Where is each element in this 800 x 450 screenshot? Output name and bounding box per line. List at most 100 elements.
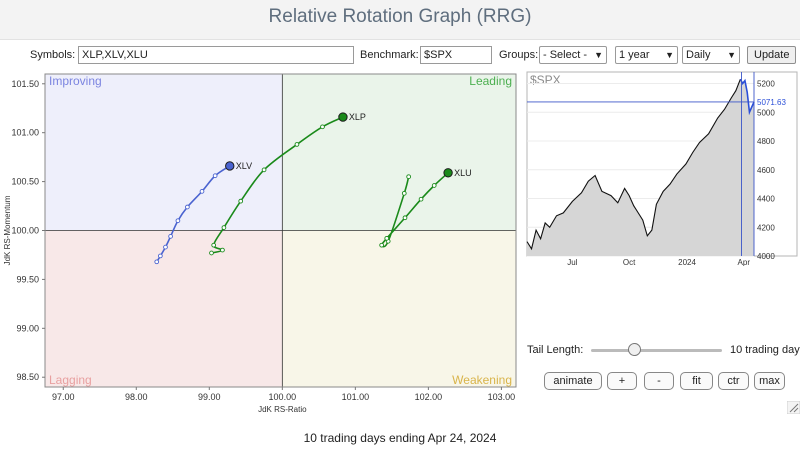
chevron-down-icon: ▼ xyxy=(727,50,736,60)
tail-point-xlu xyxy=(401,190,407,196)
period-select[interactable]: 1 year ▼ xyxy=(615,46,678,64)
y-tick-label: 101.00 xyxy=(11,128,39,138)
quadrant-improving xyxy=(45,74,283,231)
benchmark-input[interactable]: $SPX xyxy=(420,46,492,64)
quadrant-label-weakening: Weakening xyxy=(452,373,512,387)
quadrant-lagging xyxy=(45,230,283,387)
x-tick-label: 100.00 xyxy=(269,392,297,402)
chevron-down-icon: ▼ xyxy=(594,50,603,60)
tail-point-xlu xyxy=(384,235,390,241)
symbols-label: Symbols: xyxy=(30,49,76,61)
benchmark-x-tick-label: 2024 xyxy=(678,258,696,266)
tail-length-label: Tail Length: xyxy=(527,344,584,356)
footer-caption: 10 trading days ending Apr 24, 2024 xyxy=(303,431,497,445)
frequency-select[interactable]: Daily ▼ xyxy=(682,46,740,64)
fit-button[interactable]: fit xyxy=(680,372,713,390)
rrg-series-layer: XLV XLP XLU xyxy=(154,112,472,265)
tail-point-xlv xyxy=(163,244,168,250)
groups-label: Groups: xyxy=(499,49,539,61)
tail-point-xlp xyxy=(320,124,325,130)
benchmark-price-tail xyxy=(739,78,755,116)
symbols-input[interactable]: XLP,XLV,XLU xyxy=(78,46,354,64)
quadrant-weakening xyxy=(282,230,516,387)
x-axis-label: JdK RS-Ratio xyxy=(258,405,307,414)
benchmark-x-tick-label: Jul xyxy=(567,258,577,266)
tail-point-xlu xyxy=(402,215,408,221)
zoom-out-button[interactable]: - xyxy=(644,372,674,390)
x-tick-label: 103.00 xyxy=(488,392,516,402)
benchmark-y-tick-label: 4600 xyxy=(757,166,775,175)
y-tick-label: 100.50 xyxy=(11,177,39,187)
benchmark-y-tick-label: 5000 xyxy=(757,108,775,117)
benchmark-y-tick-label: 5200 xyxy=(757,80,775,89)
y-tick-label: 99.00 xyxy=(16,323,39,333)
benchmark-y-tick-label: 4400 xyxy=(757,195,775,204)
tail-point-xlp xyxy=(294,142,300,147)
tail-point-xlp xyxy=(261,167,267,173)
groups-select-value: - Select - xyxy=(543,49,588,61)
head-marker-xlv[interactable] xyxy=(225,161,235,171)
benchmark-x-tick-label: Apr xyxy=(738,258,751,266)
benchmark-price-area xyxy=(527,79,754,256)
max-button[interactable]: max xyxy=(754,372,785,390)
chevron-down-icon: ▼ xyxy=(665,50,674,60)
head-marker-xlu[interactable] xyxy=(443,168,453,178)
page-header: Relative Rotation Graph (RRG) xyxy=(0,0,800,40)
tail-point-xlu xyxy=(431,183,437,188)
head-marker-xlp[interactable] xyxy=(338,112,348,122)
benchmark-x-tick-label: Oct xyxy=(623,258,636,266)
series-label-xlp: XLP xyxy=(349,112,366,122)
tail-point-xlu xyxy=(406,174,412,180)
tail-point-xlv xyxy=(158,253,163,259)
y-tick-label: 98.50 xyxy=(16,372,39,382)
benchmark-x-ticks: Jul Oct 2024 Apr xyxy=(567,258,750,266)
benchmark-label: Benchmark: xyxy=(360,49,419,61)
tail-length-control: Tail Length: 10 trading days xyxy=(527,343,800,359)
benchmark-y-tick-label: 4800 xyxy=(757,137,775,146)
zoom-in-button[interactable]: + xyxy=(607,372,637,390)
tail-point-xlv xyxy=(185,204,190,210)
resize-icon[interactable] xyxy=(787,401,800,414)
x-tick-label: 99.00 xyxy=(198,392,221,402)
x-axis-ticks: 97.00 98.00 99.00 100.00 101.00 102.00 103.00 xyxy=(52,387,515,402)
center-button[interactable]: ctr xyxy=(718,372,749,390)
animate-button[interactable]: animate xyxy=(544,372,602,390)
benchmark-y-ticks: 4000 4200 4400 4600 4800 5000 5200 xyxy=(757,80,775,262)
tail-point-xlu xyxy=(418,196,424,202)
x-tick-label: 98.00 xyxy=(125,392,148,402)
tail-length-slider-handle[interactable] xyxy=(628,343,641,356)
benchmark-y-tick-label: 4000 xyxy=(757,252,775,261)
tail-point-xlv xyxy=(212,173,218,179)
frequency-select-value: Daily xyxy=(686,49,711,61)
y-tick-label: 101.50 xyxy=(11,79,39,89)
period-select-value: 1 year xyxy=(619,49,650,61)
benchmark-price-chart: $SPX 4000 4200 4400 4600 4800 5000 5200 Jul Oct… xyxy=(526,71,798,266)
rrg-chart[interactable]: Improving Leading Lagging Weakening 97.0… xyxy=(0,70,520,415)
tail-point-xlv xyxy=(199,189,205,194)
quadrant-label-lagging: Lagging xyxy=(49,373,92,387)
tail-point-xlp xyxy=(221,225,227,230)
y-tick-label: 100.00 xyxy=(11,226,39,236)
tail-point-xlv xyxy=(154,259,160,265)
tail-point-xlv xyxy=(168,234,173,239)
tail-point-xlv xyxy=(175,218,181,224)
y-tick-label: 99.50 xyxy=(16,274,39,284)
benchmark-last-value: 5071.63 xyxy=(757,98,786,107)
series-label-xlu: XLU xyxy=(454,168,472,178)
quadrant-label-improving: Improving xyxy=(49,74,102,88)
benchmark-price-line xyxy=(526,78,741,251)
tail-length-value: 10 trading days xyxy=(730,344,800,356)
benchmark-chart-title: $SPX xyxy=(530,73,561,87)
tail-point-xlp xyxy=(220,247,225,253)
series-label-xlv: XLV xyxy=(236,161,252,171)
tail-point-xlp xyxy=(211,242,217,248)
benchmark-y-tick-label: 4200 xyxy=(757,223,775,232)
tail-length-track[interactable] xyxy=(591,349,722,352)
groups-select[interactable]: - Select - ▼ xyxy=(539,46,607,64)
tail-point-xlu xyxy=(379,242,384,248)
y-axis-label: JdK RS-Momentum xyxy=(3,195,12,265)
quadrant-label-leading: Leading xyxy=(469,74,512,88)
update-button[interactable]: Update xyxy=(747,46,797,64)
quadrant-leading xyxy=(282,74,516,231)
toolbar: Symbols: XLP,XLV,XLU Benchmark: $SPX Gro… xyxy=(30,46,800,66)
